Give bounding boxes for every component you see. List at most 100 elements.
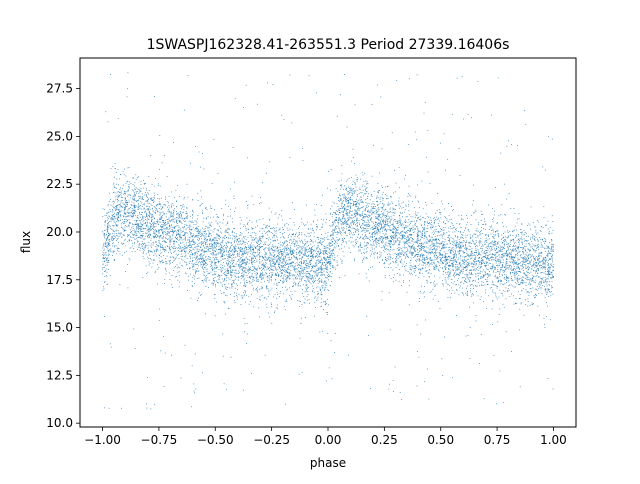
data-point: [326, 267, 328, 269]
data-point: [419, 256, 421, 258]
data-point: [470, 254, 471, 256]
data-point: [428, 263, 430, 265]
data-point: [459, 232, 461, 234]
data-point: [476, 230, 478, 232]
data-point: [246, 249, 247, 251]
data-point: [249, 268, 251, 270]
data-point: [267, 258, 269, 260]
data-point: [501, 257, 503, 259]
data-point: [326, 256, 328, 257]
data-point: [546, 259, 548, 261]
data-point: [237, 253, 238, 255]
data-point: [228, 266, 230, 268]
data-point: [262, 287, 263, 288]
data-point: [282, 244, 284, 246]
data-point: [331, 276, 333, 278]
data-point: [309, 276, 311, 278]
data-point: [422, 268, 424, 269]
data-point: [259, 252, 261, 253]
data-point: [320, 274, 322, 276]
data-point: [524, 277, 526, 279]
data-point: [131, 201, 133, 203]
data-point: [396, 79, 398, 81]
data-point: [421, 242, 423, 244]
data-point: [473, 254, 475, 256]
data-point: [245, 264, 247, 265]
data-point: [184, 225, 185, 227]
data-point: [470, 291, 472, 293]
data-point: [544, 261, 546, 263]
data-point: [406, 291, 408, 293]
data-point: [469, 277, 471, 279]
data-point: [468, 261, 470, 263]
data-point: [214, 254, 216, 256]
data-point: [525, 284, 527, 286]
data-point: [151, 208, 153, 210]
data-point: [527, 259, 529, 261]
data-point: [441, 257, 442, 259]
data-point: [142, 243, 144, 245]
data-point: [220, 267, 222, 269]
data-point: [173, 196, 175, 198]
data-point: [268, 219, 270, 221]
data-point: [329, 259, 331, 260]
data-point: [153, 237, 154, 239]
data-point: [219, 251, 221, 253]
data-point: [404, 236, 406, 238]
data-point: [348, 226, 349, 228]
data-point: [391, 201, 393, 203]
data-point: [308, 264, 310, 266]
data-point: [106, 219, 108, 221]
data-point: [364, 235, 366, 237]
data-point: [205, 264, 207, 266]
data-point: [519, 270, 521, 272]
data-point: [245, 239, 247, 240]
data-point: [104, 266, 105, 268]
data-point: [212, 269, 213, 271]
data-point: [170, 251, 172, 253]
data-point: [408, 192, 409, 194]
data-point: [466, 267, 468, 269]
data-point: [122, 222, 124, 223]
data-point: [155, 205, 157, 207]
data-point: [247, 204, 248, 206]
data-point: [197, 200, 199, 201]
data-point: [173, 218, 175, 220]
data-point: [179, 246, 181, 248]
data-point: [504, 274, 506, 276]
data-point: [528, 242, 530, 244]
data-point: [113, 191, 115, 193]
data-point: [421, 249, 423, 250]
data-point: [316, 253, 318, 255]
data-point: [175, 266, 176, 267]
data-point: [188, 275, 190, 277]
data-point: [441, 254, 443, 256]
data-point: [519, 298, 521, 300]
data-point: [396, 223, 398, 224]
data-point: [172, 215, 174, 217]
data-point: [311, 251, 312, 253]
data-point: [539, 255, 541, 257]
data-point: [256, 242, 258, 244]
data-point: [179, 236, 181, 238]
data-point: [149, 251, 151, 252]
data-point: [278, 243, 280, 244]
data-point: [214, 267, 216, 269]
data-point: [233, 257, 235, 258]
data-point: [213, 243, 215, 245]
data-point: [330, 169, 332, 171]
data-point: [239, 234, 241, 236]
data-point: [159, 204, 160, 205]
data-point: [167, 246, 168, 247]
data-point: [452, 262, 454, 264]
data-point: [279, 253, 281, 255]
data-point: [206, 259, 208, 261]
data-point: [323, 265, 325, 267]
data-point: [118, 242, 119, 243]
data-point: [149, 235, 150, 237]
data-point: [487, 273, 489, 275]
data-point: [189, 249, 190, 250]
data-point: [533, 245, 535, 247]
data-point: [410, 234, 412, 235]
data-point: [385, 260, 387, 262]
